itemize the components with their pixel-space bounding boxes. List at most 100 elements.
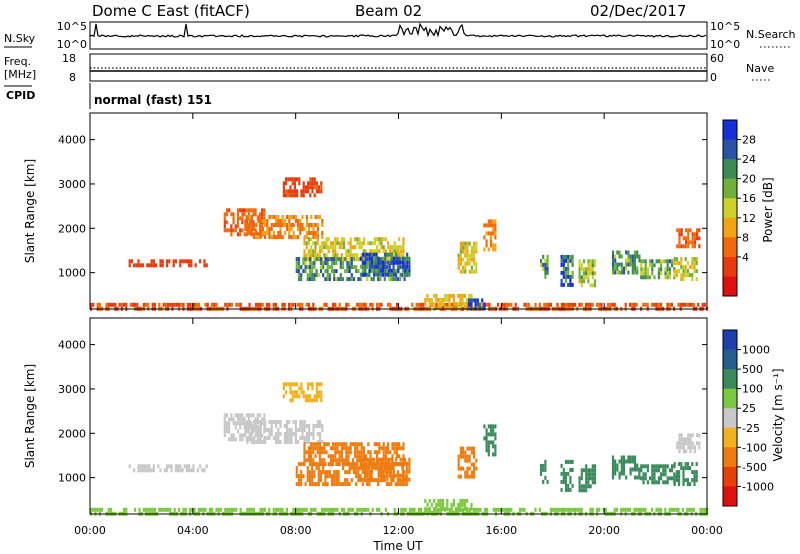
heatmap-cell <box>468 293 471 298</box>
heatmap-cell <box>305 235 308 239</box>
heatmap-cell <box>448 305 451 310</box>
heatmap-cell <box>462 454 465 459</box>
heatmap-cell <box>580 302 583 307</box>
heatmap-cell <box>98 507 101 512</box>
heatmap-cell <box>142 507 145 512</box>
heatmap-cell <box>232 433 235 438</box>
heatmap-cell <box>463 305 466 310</box>
heatmap-cell <box>148 263 151 268</box>
heatmap-cell <box>243 212 246 217</box>
heatmap-cell <box>381 272 385 277</box>
heatmap-cell <box>239 421 242 426</box>
heatmap-cell <box>319 478 323 483</box>
heatmap-cell <box>401 268 404 273</box>
heatmap-cell <box>243 208 246 213</box>
colorbar-frame <box>722 329 738 507</box>
heatmap-cell <box>680 261 683 266</box>
heatmap-cell <box>223 429 226 434</box>
heatmap-cell <box>357 478 360 483</box>
heatmap-cell <box>98 302 101 307</box>
heatmap-cell <box>564 258 568 263</box>
heatmap-cell <box>544 475 547 480</box>
heatmap-cell <box>321 241 324 246</box>
heatmap-cell <box>499 507 502 512</box>
heatmap-cell <box>564 475 568 480</box>
heatmap-cell <box>642 464 645 469</box>
heatmap-cell <box>323 442 326 447</box>
heatmap-cell <box>310 223 313 227</box>
heatmap-cell <box>403 477 407 482</box>
heatmap-cell <box>248 231 251 235</box>
heatmap-cell <box>300 382 303 387</box>
heatmap-cell <box>385 482 389 487</box>
heatmap-cell <box>640 468 643 473</box>
heatmap-cell <box>323 458 326 463</box>
heatmap-cell <box>591 476 594 481</box>
heatmap-cell <box>549 507 552 512</box>
heatmap-cell <box>315 398 318 403</box>
heatmap-cell <box>625 258 628 263</box>
heatmap-cell <box>424 301 427 306</box>
heatmap-cell <box>695 269 698 274</box>
heatmap-cell <box>232 417 235 422</box>
heatmap-cell <box>129 302 132 307</box>
heatmap-cell <box>319 269 323 274</box>
heatmap-cell <box>343 446 346 451</box>
heatmap-cell <box>232 220 235 225</box>
heatmap-cell <box>664 472 667 477</box>
heatmap-cell <box>578 263 581 268</box>
heatmap-cell <box>313 394 316 399</box>
heatmap-cell <box>230 437 233 442</box>
heatmap-cell <box>223 421 226 426</box>
heatmap-cell <box>565 302 568 307</box>
heatmap-cell <box>305 302 308 307</box>
heatmap-cell <box>295 261 298 266</box>
heatmap-cell <box>133 468 136 473</box>
heatmap-cell <box>310 237 313 242</box>
heatmap-cell <box>303 507 306 512</box>
heatmap-cell <box>252 208 255 213</box>
heatmap-cell <box>303 424 306 428</box>
heatmap-cell <box>384 454 387 459</box>
heatmap-cell <box>466 297 469 302</box>
heatmap-cell <box>319 432 322 436</box>
heatmap-cell <box>383 265 386 270</box>
heatmap-cell <box>611 455 615 460</box>
heatmap-cell <box>180 302 183 307</box>
heatmap-cell <box>228 421 231 426</box>
heatmap-cell <box>653 263 656 268</box>
heatmap-cell <box>364 252 367 257</box>
heatmap-cell <box>464 265 467 270</box>
y-tick-label: 2000 <box>58 222 86 235</box>
heatmap-cell <box>293 181 296 186</box>
heatmap-cell <box>626 507 629 512</box>
heatmap-cell <box>564 270 568 275</box>
heatmap-cell <box>684 302 687 307</box>
heatmap-cell <box>462 249 465 254</box>
heatmap-cell <box>395 256 398 261</box>
heatmap-cell <box>485 444 488 449</box>
heatmap-cell <box>585 484 588 489</box>
heatmap-cell <box>483 235 486 240</box>
heatmap-cell <box>593 271 597 276</box>
heatmap-cell <box>305 215 308 219</box>
heatmap-cell <box>685 236 688 241</box>
heatmap-cell <box>272 507 275 512</box>
heatmap-cell <box>359 474 362 479</box>
heatmap-cell <box>435 502 438 507</box>
heatmap-cell <box>680 228 683 233</box>
heatmap-cell <box>336 241 339 246</box>
heatmap-cell <box>305 424 308 428</box>
heatmap-cell <box>288 436 291 440</box>
heatmap-cell <box>305 223 308 227</box>
heatmap-cell <box>181 468 184 473</box>
heatmap-cell <box>395 446 398 451</box>
heatmap-cell <box>646 271 649 276</box>
heatmap-cell <box>235 507 238 512</box>
heatmap-cell <box>646 267 649 272</box>
colorbar-segment <box>723 466 737 487</box>
heatmap-cell <box>313 474 316 479</box>
heatmap-cell <box>562 270 565 275</box>
heatmap-cell <box>464 458 467 463</box>
heatmap-cell <box>437 510 440 515</box>
